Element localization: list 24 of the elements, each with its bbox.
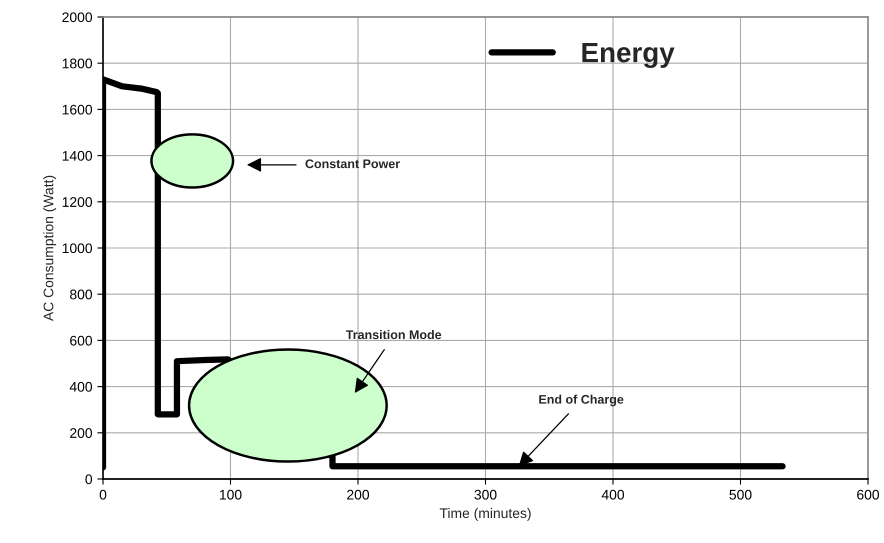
x-tick-label: 200	[347, 490, 370, 500]
x-tick-label: 600	[857, 490, 880, 500]
x-tick-label: 300	[474, 490, 497, 500]
y-tick-label: 800	[70, 290, 92, 300]
annotation: End of Charge	[539, 394, 624, 406]
y-axis-title: AC Consumption (Watt)	[43, 176, 56, 322]
x-tick-label: 500	[729, 490, 752, 500]
x-tick-label: 0	[100, 490, 106, 500]
annotation: Constant Power	[305, 159, 400, 168]
y-tick-label: 1200	[62, 197, 92, 207]
annotation: Transition Mode	[346, 330, 442, 340]
y-tick-label: 400	[70, 382, 92, 392]
y-tick-label: 600	[70, 336, 92, 346]
y-tick-label: 2000	[62, 12, 92, 22]
y-tick-label: 1400	[62, 150, 92, 161]
x-tick-label: 100	[220, 490, 242, 500]
y-tick-label: 1000	[62, 243, 92, 254]
y-tick-label: 0	[85, 474, 92, 484]
x-axis-title: Time (minutes)	[440, 508, 531, 521]
x-tick-label: 400	[602, 490, 624, 500]
y-tick-label: 1800	[62, 58, 92, 68]
y-tick-label: 200	[70, 428, 92, 438]
legend-label: Energy	[582, 43, 675, 68]
y-tick-label: 1600	[62, 104, 92, 115]
